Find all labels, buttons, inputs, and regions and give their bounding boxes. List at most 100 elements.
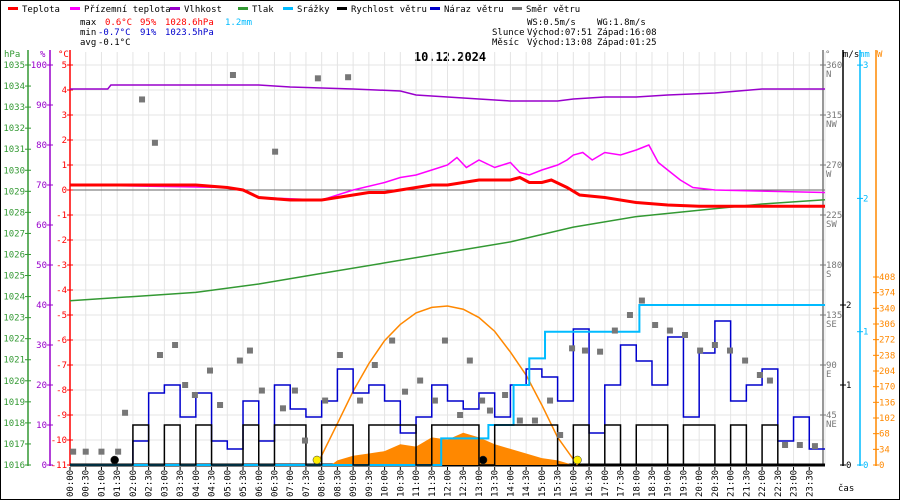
hpa-tick-label: 1025 (3, 272, 25, 282)
legend-item: Náraz větru (444, 5, 504, 15)
celsius-tick-label: -6 (56, 336, 67, 346)
wind-direction-point (336, 352, 343, 358)
legend-swatch (170, 7, 180, 10)
wind-direction-point (502, 392, 509, 398)
wind-direction-point (115, 448, 122, 455)
degrees-tick-dir: S (826, 270, 831, 280)
wind-direction-point (569, 345, 576, 352)
celsius-tick-label: -10 (51, 436, 67, 446)
wind-direction-point (581, 347, 588, 354)
wind-direction-point (98, 448, 105, 455)
x-tick-label: 17:30 (617, 470, 627, 497)
wind-direction-point (402, 388, 409, 395)
degrees-tick-dir: SW (826, 220, 837, 230)
degrees-tick-label: 90 (826, 361, 837, 371)
x-tick-label: 10:30 (396, 470, 406, 497)
wind-direction-point (82, 448, 89, 455)
hpa-tick-label: 1017 (3, 440, 25, 450)
wind-direction-point (314, 75, 321, 82)
wind-direction-point (279, 405, 286, 412)
legend-item: Tlak (252, 5, 274, 15)
legend-swatch (430, 7, 440, 10)
hpa-tick-label: 1021 (3, 356, 25, 366)
percent-tick-label: 80 (36, 141, 47, 151)
celsius-tick-label: 3 (62, 111, 67, 121)
celsius-axis-label: °C (58, 50, 69, 60)
hpa-axis-label: hPa (4, 50, 20, 60)
percent-tick-label: 10 (36, 421, 47, 431)
w-tick-label: 68 (879, 430, 890, 440)
percent-tick-label: 40 (36, 301, 47, 311)
wind-direction-point (156, 352, 163, 358)
celsius-tick-label: -3 (56, 261, 67, 271)
sunset-marker (573, 455, 582, 465)
legend-item: Vlhkost (184, 5, 222, 15)
w-tick-label: 204 (879, 367, 895, 377)
celsius-tick-label: 1 (62, 161, 67, 171)
x-tick-label: 08:30 (333, 470, 343, 497)
x-tick-label: 04:30 (208, 470, 218, 497)
percent-tick-label: 50 (36, 261, 47, 271)
x-tick-label: 22:00 (758, 470, 768, 497)
mm-axis-label: mm (859, 50, 870, 60)
series-vlhkost (70, 84, 825, 102)
wind-direction-point (782, 442, 789, 448)
wind-direction-point (611, 327, 618, 334)
celsius-tick-label: -4 (56, 286, 67, 296)
wind-direction-point (666, 327, 673, 334)
degrees-tick-label: 135 (826, 311, 842, 321)
celsius-tick-label: -1 (56, 211, 67, 221)
wind-direction-point (217, 402, 224, 408)
celsius-tick-label: -9 (56, 411, 67, 421)
x-tick-label: 08:00 (318, 470, 328, 497)
wind-direction-point (357, 397, 364, 404)
x-tick-label: 12:30 (459, 470, 469, 497)
w-tick-label: 374 (879, 289, 895, 299)
w-tick-label: 34 (879, 445, 890, 455)
hpa-tick-label: 1019 (3, 398, 25, 408)
wind-direction-point (182, 382, 189, 388)
legend-swatch (512, 7, 522, 10)
x-tick-label: 09:00 (349, 470, 359, 497)
x-tick-label: 12:00 (444, 470, 454, 497)
mm-tick-label: 2 (863, 194, 868, 204)
hpa-tick-label: 1035 (3, 61, 25, 71)
degrees-tick-dir: NE (826, 420, 837, 430)
wind-direction-point (291, 387, 298, 394)
chart-title: 10.12.2024 (414, 50, 486, 64)
x-tick-label: 00:00 (66, 470, 76, 497)
sunrise-marker (312, 455, 322, 465)
x-tick-label: 16:30 (585, 470, 595, 497)
stat-min-label: min (80, 28, 96, 38)
degrees-tick-dir: W (826, 170, 832, 180)
percent-tick-label: 60 (36, 221, 47, 231)
w-tick-label: 238 (879, 351, 895, 361)
wind-direction-point (246, 347, 253, 354)
x-tick-label: 01:00 (97, 470, 107, 497)
sun-rise: Východ:07:51 (527, 28, 592, 38)
series-teplota (70, 175, 825, 208)
wind-direction-point (272, 148, 279, 155)
degrees-tick-label: 315 (826, 111, 842, 121)
percent-tick-label: 20 (36, 381, 47, 391)
legend-item: Přízemní teplota (84, 5, 171, 15)
wind-direction-point (796, 442, 803, 448)
degrees-tick-label: 45 (826, 411, 837, 421)
w-tick-label: 408 (879, 273, 895, 283)
legend: Teplota Přízemní teplota Vlhkost Tlak Srážky… (8, 5, 580, 15)
moonrise-marker (478, 455, 488, 465)
x-tick-label: 14:30 (522, 470, 532, 497)
x-tick-label: 02:30 (145, 470, 155, 497)
celsius-tick-label: -7 (56, 361, 67, 371)
percent-tick-label: 0 (42, 461, 47, 471)
x-tick-label: 16:00 (569, 470, 579, 497)
series-slune-n-z-en- (331, 432, 574, 465)
degrees-axis-label: ° (825, 50, 830, 60)
moon-rise: Východ:13:08 (527, 38, 592, 48)
hpa-tick-label: 1030 (3, 166, 25, 176)
hpa-tick-label: 1028 (3, 208, 25, 218)
x-tick-label: 11:00 (412, 470, 422, 497)
wind-direction-point (457, 412, 464, 418)
celsius-tick-label: -11 (51, 461, 67, 471)
w-tick-label: 306 (879, 320, 895, 330)
